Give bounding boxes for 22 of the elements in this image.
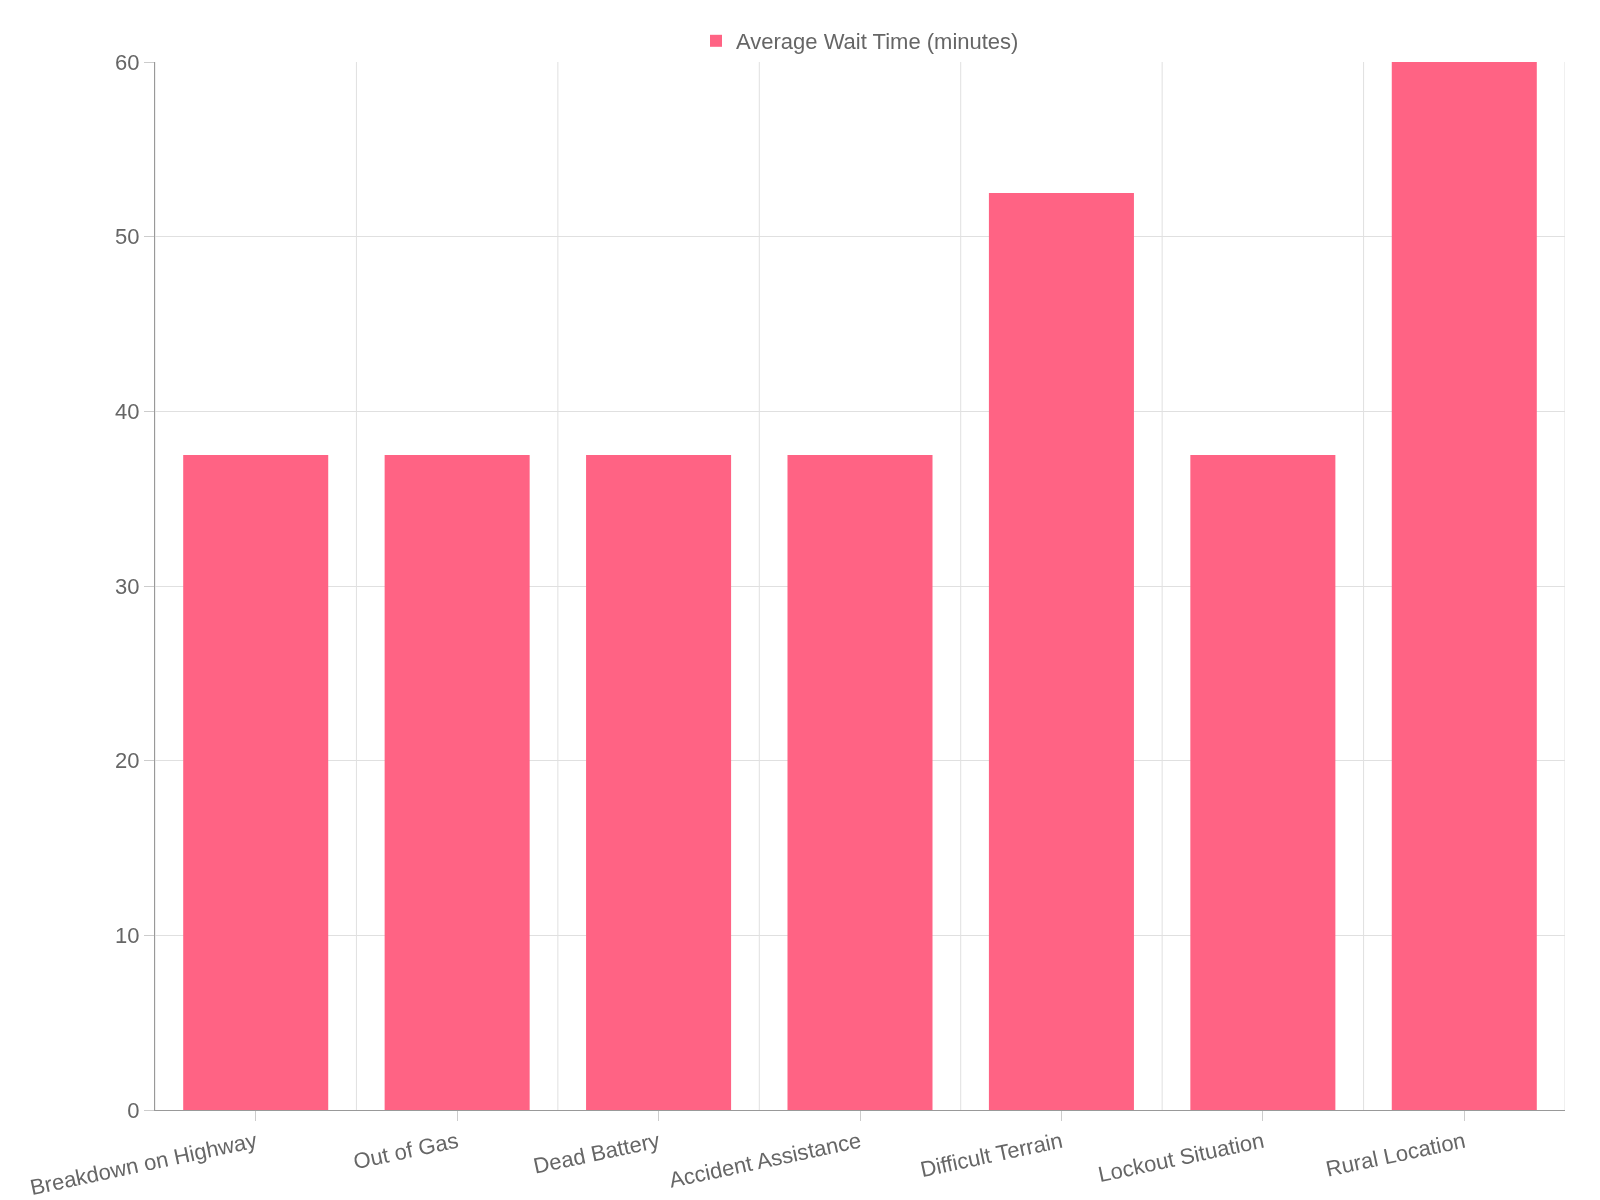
y-tick-label: 30	[115, 573, 140, 599]
bar	[384, 455, 530, 1110]
bar	[787, 455, 933, 1110]
x-tick-label: Difficult Terrain	[918, 1127, 1065, 1183]
bar	[1190, 455, 1336, 1110]
bar	[988, 193, 1134, 1110]
x-tick-label: Out of Gas	[351, 1127, 461, 1175]
y-tick-label: 50	[115, 224, 140, 250]
y-tick-label: 20	[115, 748, 140, 774]
y-tick-label: 60	[115, 49, 140, 75]
x-tick-label: Lockout Situation	[1095, 1127, 1267, 1188]
x-tick-label: Accident Assistance	[666, 1127, 864, 1193]
x-tick-label: Breakdown on Highway	[27, 1127, 260, 1200]
legend-label: Average Wait Time (minutes)	[736, 29, 1019, 55]
x-tick-label: Rural Location	[1323, 1127, 1468, 1182]
bar	[586, 455, 732, 1110]
bar	[183, 455, 329, 1110]
bar	[1391, 62, 1537, 1110]
y-tick-label: 0	[127, 1097, 140, 1123]
y-tick-label: 40	[115, 399, 140, 425]
x-tick-label: Dead Battery	[531, 1127, 662, 1179]
y-tick-label: 10	[115, 923, 140, 949]
